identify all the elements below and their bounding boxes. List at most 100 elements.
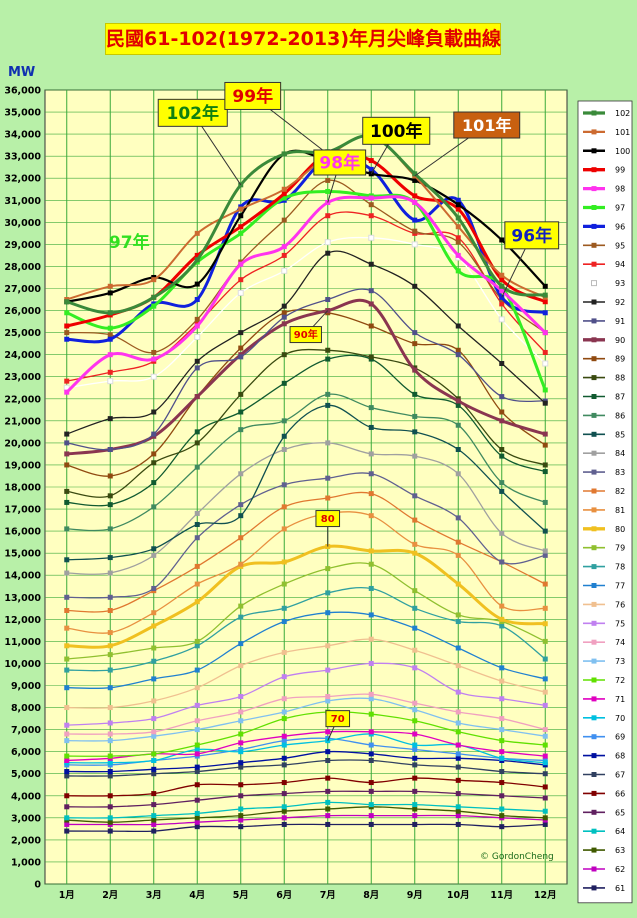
legend-label-85: 85: [615, 430, 625, 439]
x-tick-label: 1月: [59, 890, 75, 901]
data-point-71: [64, 757, 70, 763]
data-point-84: [412, 453, 418, 459]
y-tick-label: 3,000: [11, 813, 41, 824]
legend-label-88: 88: [615, 374, 625, 383]
data-point-80: [281, 559, 287, 565]
legend-marker-65: [591, 809, 597, 815]
legend-label-92: 92: [615, 298, 625, 307]
data-point-96: [412, 217, 418, 223]
data-point-81: [499, 603, 505, 609]
data-point-80: [542, 621, 548, 627]
data-point-83: [107, 594, 113, 600]
series-line-65: [66, 790, 546, 808]
data-point-63: [151, 817, 157, 823]
y-tick-label: 11,000: [4, 637, 41, 648]
legend-label-74: 74: [615, 638, 625, 647]
y-tick-label: 0: [34, 880, 41, 891]
data-point-94: [368, 213, 374, 219]
annotation-98: 98年: [313, 149, 367, 203]
legend-marker-92: [591, 299, 597, 305]
data-point-70: [107, 760, 113, 766]
data-point-100: [542, 283, 548, 289]
data-point-86: [499, 480, 505, 486]
data-point-70: [499, 755, 505, 761]
data-point-95: [368, 202, 374, 208]
data-point-79: [151, 645, 157, 651]
legend-label-96: 96: [615, 222, 625, 231]
data-point-83: [325, 475, 331, 481]
data-point-87: [238, 409, 244, 415]
data-point-84: [499, 530, 505, 536]
data-point-91: [368, 288, 374, 294]
data-point-98: [412, 199, 418, 205]
legend-label-76: 76: [615, 600, 625, 609]
data-point-95: [455, 239, 461, 245]
data-point-65: [542, 795, 548, 801]
data-point-71: [499, 749, 505, 755]
data-point-88: [107, 493, 113, 499]
data-point-63: [412, 806, 418, 812]
data-point-86: [325, 391, 331, 397]
data-point-83: [455, 515, 461, 521]
data-point-62: [455, 813, 461, 819]
data-point-61: [194, 824, 200, 830]
data-point-81: [151, 610, 157, 616]
data-point-87: [455, 402, 461, 408]
data-point-98: [455, 252, 461, 258]
x-tick-label: 11月: [490, 890, 513, 901]
data-point-96: [194, 297, 200, 303]
data-point-65: [238, 793, 244, 799]
data-point-73: [325, 698, 331, 704]
data-point-76: [194, 685, 200, 691]
legend-marker-68: [591, 753, 597, 759]
legend-marker-70: [591, 715, 597, 721]
data-point-63: [499, 813, 505, 819]
annotation-text: 80: [321, 514, 335, 525]
data-point-83: [412, 493, 418, 499]
data-point-74: [151, 729, 157, 735]
data-point-72: [238, 731, 244, 737]
legend-marker-101: [591, 129, 597, 135]
data-point-90: [64, 451, 70, 457]
data-point-62: [194, 819, 200, 825]
data-point-80: [499, 616, 505, 622]
data-point-85: [412, 429, 418, 435]
data-point-100: [238, 213, 244, 219]
x-tick-label: 12月: [534, 890, 557, 901]
data-point-62: [281, 815, 287, 821]
legend-marker-87: [591, 394, 597, 399]
data-point-66: [107, 793, 113, 799]
series-line-62: [66, 814, 546, 826]
data-point-64: [412, 802, 418, 808]
legend-label-100: 100: [615, 147, 630, 156]
data-point-77: [325, 610, 331, 616]
data-point-71: [412, 731, 418, 737]
series-line-77: [66, 611, 546, 690]
plot-area: 0 1,000 2,000 3,000 4,000 5,000 6,000 7,000 8,00…: [4, 86, 568, 901]
legend-marker-86: [591, 412, 597, 418]
data-point-68: [325, 749, 331, 755]
data-point-78: [412, 605, 418, 611]
y-tick-label: 23,000: [4, 372, 41, 383]
data-point-95: [151, 349, 157, 355]
data-point-72: [455, 729, 461, 735]
data-point-93: [150, 373, 157, 380]
data-point-101: [455, 224, 461, 230]
data-point-70: [412, 742, 418, 748]
annotations: 102年 99年 100年 101年 96年 97年 98年 90年 80 70: [109, 81, 560, 741]
y-tick-label: 20,000: [4, 438, 41, 449]
data-point-89: [499, 409, 505, 415]
legend-label-69: 69: [615, 733, 625, 742]
data-point-97: [151, 303, 157, 309]
data-point-65: [368, 788, 374, 794]
annotation-text: 96年: [511, 225, 552, 246]
data-point-67: [151, 771, 157, 777]
data-point-67: [107, 773, 113, 779]
legend-marker-76: [591, 601, 597, 607]
data-point-94: [455, 235, 461, 241]
data-point-65: [281, 791, 287, 797]
data-point-67: [499, 769, 505, 775]
data-point-61: [64, 828, 70, 834]
y-tick-label: 29,000: [4, 240, 41, 251]
y-tick-label: 24,000: [4, 350, 41, 361]
